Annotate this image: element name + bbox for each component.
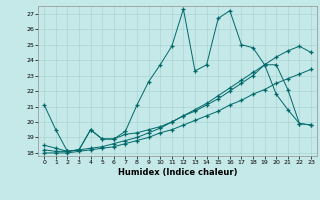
- X-axis label: Humidex (Indice chaleur): Humidex (Indice chaleur): [118, 168, 237, 177]
